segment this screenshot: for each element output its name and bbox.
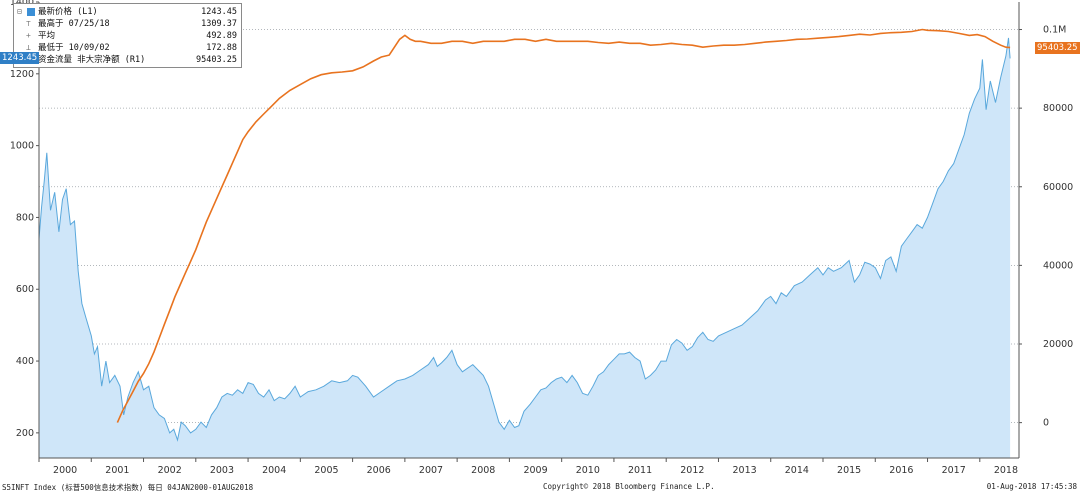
right-tick-label: 40000	[1043, 260, 1073, 271]
price-line	[38, 37, 1011, 442]
legend-swatch-price	[27, 8, 35, 16]
x-tick-label: 2015	[837, 465, 861, 476]
high-marker-icon: ⊤	[26, 19, 31, 28]
legend: ⊟ 最新价格 (L1) 1243.45 ⊤ 最高于 07/25/18 1309.…	[13, 3, 242, 68]
price-area-fill	[39, 37, 1011, 459]
legend-label-avg: 平均	[38, 31, 56, 41]
x-tick-label: 2007	[419, 465, 443, 476]
x-tick-label: 2002	[158, 465, 182, 476]
legend-label-low: 最低于 10/09/02	[38, 43, 110, 53]
legend-label-price: 最新价格 (L1)	[38, 7, 98, 17]
legend-row-flow: ⊞ 资金流量 非大宗净额 (R1) 95403.25	[14, 54, 241, 66]
x-axis-ticks: 2000 2001 2002 2003 2004 2005 2006 2007 2008 2009…	[38, 458, 1018, 476]
legend-value-high: 1309.37	[201, 19, 237, 29]
axes	[38, 2, 1020, 459]
legend-row-price: ⊟ 最新价格 (L1) 1243.45	[14, 6, 241, 18]
x-tick-label: 2016	[889, 465, 913, 476]
legend-row-avg: + 平均 492.89	[14, 30, 241, 42]
x-tick-label: 2005	[314, 465, 338, 476]
x-tick-label: 2010	[576, 465, 600, 476]
x-tick-label: 2003	[210, 465, 234, 476]
footer-timestamp: 01-Aug-2018 17:45:38	[986, 482, 1077, 491]
collapse-icon[interactable]: ⊟	[17, 7, 22, 16]
left-tick-label: 1200	[10, 69, 34, 80]
right-tick-label: 80000	[1043, 103, 1073, 114]
last-flow-tag: 95403.25	[1035, 41, 1080, 54]
left-tick-label: 1000	[10, 141, 34, 152]
footer-copyright: Copyright© 2018 Bloomberg Finance L.P.	[543, 482, 715, 491]
right-tick-label: 0	[1043, 418, 1049, 429]
x-tick-label: 2012	[680, 465, 704, 476]
left-tick-label: 800	[16, 212, 34, 223]
x-tick-label: 2014	[785, 465, 809, 476]
average-marker-icon: +	[26, 31, 31, 40]
last-price-tag: 1243.45	[0, 52, 40, 65]
x-tick-label: 2001	[105, 465, 129, 476]
legend-row-high: ⊤ 最高于 07/25/18 1309.37	[14, 18, 241, 30]
right-tick-label: 60000	[1043, 182, 1073, 193]
x-tick-label: 2006	[367, 465, 391, 476]
x-tick-label: 2011	[628, 465, 652, 476]
legend-label-flow: 资金流量 非大宗净额 (R1)	[38, 55, 146, 65]
x-tick-label: 2017	[942, 465, 966, 476]
x-tick-label: 2004	[262, 465, 286, 476]
footer-index-name: S5INFT Index (标普500信息技术指数) 每日 04JAN2000-…	[2, 483, 254, 492]
x-tick-label: 2008	[471, 465, 495, 476]
left-tick-label: 200	[16, 428, 34, 439]
legend-value-flow: 95403.25	[196, 55, 237, 65]
x-tick-label: 2018	[994, 465, 1018, 476]
x-tick-label: 2013	[733, 465, 757, 476]
left-tick-label: 400	[16, 356, 34, 367]
legend-value-avg: 492.89	[206, 31, 237, 41]
legend-value-low: 172.88	[206, 43, 237, 53]
x-tick-label: 2009	[523, 465, 547, 476]
low-marker-icon: ⊥	[26, 43, 31, 52]
right-axis-ticks: 0.1M 80000 60000 40000 20000 0	[1019, 25, 1073, 429]
right-tick-label: 0.1M	[1043, 25, 1066, 36]
right-tick-label: 20000	[1043, 339, 1073, 350]
legend-value-price: 1243.45	[201, 7, 237, 17]
flow-line	[116, 28, 1011, 423]
left-tick-label: 600	[16, 284, 34, 295]
x-tick-label: 2000	[53, 465, 77, 476]
legend-row-low: ⊥ 最低于 10/09/02 172.88	[14, 42, 241, 54]
legend-label-high: 最高于 07/25/18	[38, 19, 110, 29]
